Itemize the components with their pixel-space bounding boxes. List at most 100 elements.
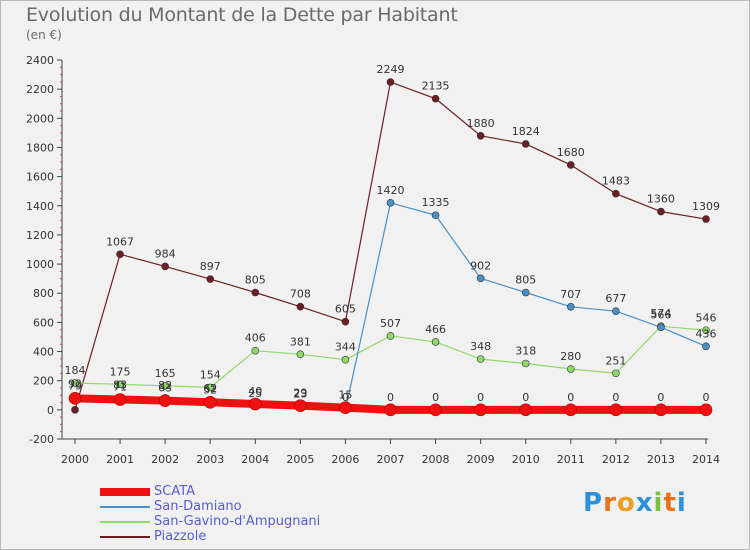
- data-point-0: [519, 403, 533, 417]
- data-label-0: 0: [703, 391, 710, 404]
- data-label-2: 184: [65, 364, 86, 377]
- y-tick-label: 1600: [26, 171, 54, 184]
- data-point-1: [476, 274, 485, 283]
- chart-subtitle: (en €): [26, 28, 62, 42]
- legend-label-san-damiano: San-Damiano: [154, 499, 242, 514]
- logo-letter: i: [676, 488, 687, 518]
- data-point-1: [521, 288, 530, 297]
- legend-swatch-san-damiano: [100, 506, 150, 508]
- data-label-0: 15: [338, 389, 352, 402]
- data-label-0: 0: [387, 391, 394, 404]
- data-label-3: 1483: [602, 175, 630, 188]
- logo-letter: P: [583, 488, 604, 518]
- data-label-2: 165: [155, 367, 176, 380]
- y-tick-label: 0: [47, 404, 54, 417]
- data-label-1: 566: [650, 308, 671, 321]
- data-point-3: [476, 132, 485, 140]
- y-tick-label: -200: [29, 433, 54, 446]
- data-point-1: [612, 307, 620, 315]
- data-point-0: [564, 403, 578, 417]
- data-point-0: [294, 399, 307, 412]
- data-point-2: [296, 350, 305, 359]
- data-point-3: [702, 215, 710, 223]
- x-tick-label: 2010: [512, 453, 540, 466]
- y-tick-label: 200: [33, 375, 54, 388]
- data-label-3: 805: [245, 274, 266, 287]
- data-point-1: [702, 342, 710, 351]
- data-label-1: 25: [248, 387, 262, 400]
- data-label-3: 897: [200, 260, 221, 273]
- data-point-2: [476, 355, 485, 363]
- data-label-2: 406: [245, 332, 266, 345]
- data-point-2: [521, 359, 530, 368]
- legend-swatch-piazzole: [100, 536, 150, 538]
- data-point-3: [206, 275, 215, 283]
- data-label-0: 40: [248, 385, 262, 398]
- data-label-1: 677: [605, 292, 626, 305]
- logo-letter: t: [663, 488, 677, 518]
- x-tick-label: 2000: [61, 453, 89, 466]
- data-label-0: 0: [432, 391, 439, 404]
- logo-letter: o: [616, 488, 636, 518]
- y-tick-label: 2000: [26, 112, 54, 125]
- y-tick-label: 1000: [26, 258, 54, 271]
- data-label-3: 1824: [512, 125, 540, 138]
- legend-swatch-scata: [100, 488, 150, 496]
- legend-swatch-san-gavino: [100, 521, 150, 523]
- y-tick-label: 1200: [26, 229, 54, 242]
- data-point-0: [158, 394, 172, 407]
- data-label-2: 154: [200, 368, 221, 381]
- data-point-1: [657, 323, 665, 332]
- data-label-3: 984: [155, 247, 176, 260]
- data-label-1: 83: [113, 379, 127, 392]
- data-label-0: 63: [158, 382, 172, 395]
- data-label-0: 0: [477, 391, 484, 404]
- data-point-0: [113, 393, 127, 406]
- data-point-0: [203, 395, 217, 409]
- data-label-0: 0: [522, 391, 529, 404]
- data-point-0: [474, 403, 487, 417]
- y-tick-label: 400: [33, 346, 54, 359]
- data-point-3: [251, 288, 260, 297]
- data-label-3: 605: [335, 303, 356, 316]
- y-tick-label: 600: [33, 316, 54, 329]
- data-point-3: [657, 207, 665, 216]
- x-tick-label: 2003: [196, 453, 224, 466]
- data-point-3: [341, 317, 350, 326]
- x-tick-label: 2014: [692, 453, 720, 466]
- x-tick-label: 2006: [331, 453, 359, 466]
- data-point-3: [521, 140, 530, 148]
- data-label-3: 1067: [106, 235, 134, 248]
- data-label-0: 71: [113, 380, 127, 393]
- data-label-1: 0: [342, 391, 349, 404]
- data-point-0: [429, 403, 442, 417]
- data-label-1: 62: [203, 382, 217, 395]
- y-tick-label: 2200: [26, 83, 54, 96]
- data-label-0: 52: [203, 383, 217, 396]
- data-label-3: 1309: [692, 200, 720, 213]
- data-label-0: 0: [612, 391, 619, 404]
- data-point-2: [566, 365, 575, 373]
- data-label-2: 280: [560, 350, 581, 363]
- y-tick-label: 1400: [26, 200, 54, 213]
- data-point-1: [566, 302, 575, 311]
- data-point-3: [386, 78, 395, 86]
- data-label-2: 507: [380, 317, 401, 330]
- data-point-1: [431, 211, 440, 220]
- y-tick-label: 800: [33, 287, 54, 300]
- x-tick-label: 2008: [422, 453, 450, 466]
- data-label-0: 29: [293, 387, 307, 400]
- data-label-1: 23: [293, 387, 307, 400]
- data-label-1: 92: [68, 377, 82, 390]
- y-tick-label: 1800: [26, 141, 54, 154]
- data-label-3: 2249: [377, 63, 405, 76]
- data-point-0: [248, 397, 262, 411]
- legend-label-scata: SCATA: [154, 484, 196, 499]
- data-label-3: 1880: [467, 117, 495, 130]
- data-point-0: [699, 403, 713, 417]
- data-point-0: [654, 403, 668, 417]
- legend-label-piazzole: Piazzole: [154, 529, 207, 544]
- data-label-1: 436: [696, 327, 717, 340]
- chart-title: Evolution du Montant de la Dette par Hab…: [26, 4, 458, 26]
- proxiti-logo: Proxiti: [583, 488, 687, 518]
